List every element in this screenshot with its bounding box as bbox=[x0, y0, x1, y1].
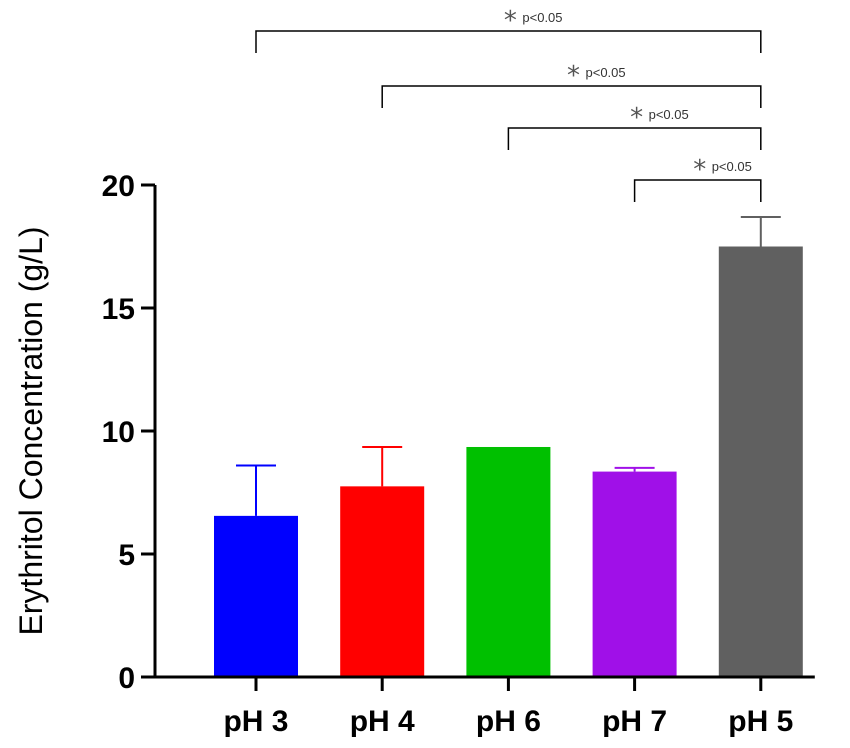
bar bbox=[718, 246, 803, 677]
significance-bracket bbox=[507, 127, 762, 150]
significance-star: * bbox=[567, 61, 580, 91]
significance-label: p<0.05 bbox=[586, 65, 626, 80]
x-tick-label: pH 7 bbox=[602, 705, 667, 738]
y-tick-label: 20 bbox=[102, 170, 135, 203]
axes: 0 5 10 15 20 pH 3 pH 4 pH 6 pH 7 pH 5 bbox=[102, 170, 815, 738]
significance-bracket bbox=[633, 179, 762, 202]
y-axis-label: Erythritol Concentration (g/L) bbox=[13, 226, 49, 635]
significance-label: p<0.05 bbox=[712, 159, 752, 174]
bars bbox=[214, 215, 803, 677]
x-tick-label: pH 5 bbox=[728, 705, 793, 738]
y-tick-label: 5 bbox=[118, 539, 135, 572]
bar bbox=[340, 486, 425, 677]
x-tick-label: pH 6 bbox=[476, 705, 541, 738]
significance-label: p<0.05 bbox=[522, 10, 562, 25]
significance-brackets: * p<0.05 * p<0.05 * p<0.05 * p<0.05 bbox=[255, 6, 762, 202]
bar bbox=[592, 471, 677, 677]
bar bbox=[214, 515, 298, 677]
y-tick-label: 15 bbox=[102, 293, 135, 326]
significance-bracket bbox=[381, 85, 762, 108]
significance-bracket bbox=[255, 30, 762, 53]
significance-star: * bbox=[504, 6, 517, 36]
significance-star: * bbox=[693, 155, 706, 185]
y-tick-label: 0 bbox=[118, 662, 135, 695]
significance-star: * bbox=[630, 103, 643, 133]
x-tick-label: pH 4 bbox=[350, 705, 415, 738]
y-tick-label: 10 bbox=[102, 416, 135, 449]
x-tick-label: pH 3 bbox=[223, 705, 288, 738]
bar bbox=[466, 446, 551, 677]
significance-label: p<0.05 bbox=[649, 107, 689, 122]
